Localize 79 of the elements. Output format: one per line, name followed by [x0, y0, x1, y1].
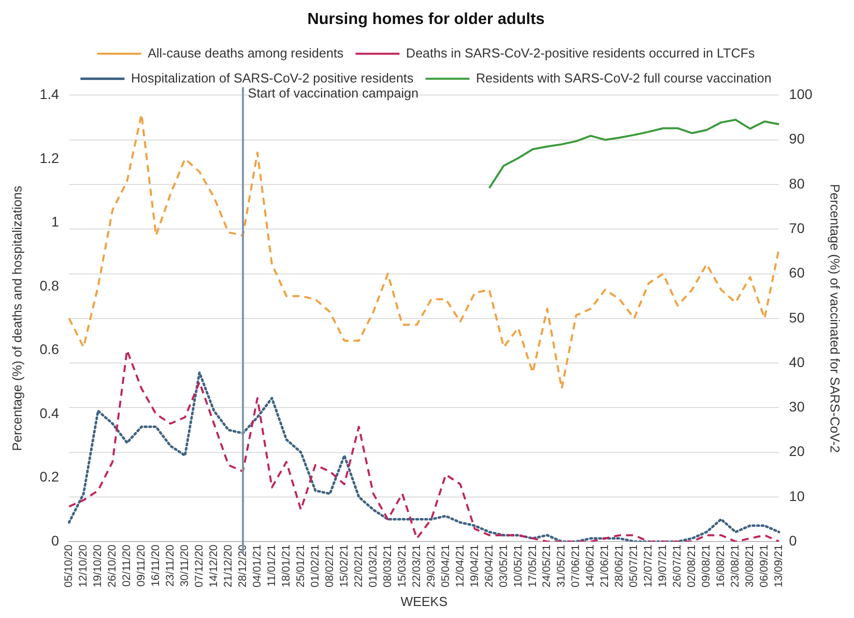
x-tick-label: 18/01/21: [280, 544, 292, 588]
x-tick-label: 04/01/21: [251, 544, 264, 588]
x-tick-label: 13/09/21: [773, 544, 786, 588]
ref-line-label: Start of vaccination campaign: [248, 85, 418, 100]
x-tick-label: 15/02/21: [338, 544, 350, 588]
y-axis-title: Percentage (%) of deaths and hospitalizations: [9, 185, 24, 451]
x-tick-label: 12/04/21: [454, 544, 466, 588]
x-tick-label: 19/10/20: [92, 544, 104, 588]
y2-tick-label: 0: [789, 532, 798, 548]
x-tick-label: 22/03/21: [410, 544, 423, 588]
legend-label: Residents with SARS-CoV-2 full course vaccination: [476, 70, 772, 86]
x-tick-label: 05/07/21: [628, 544, 640, 588]
x-tick-label: 29/03/21: [425, 544, 438, 588]
x-tick-label: 01/03/21: [367, 544, 380, 588]
y2-tick-label: 70: [789, 220, 805, 236]
x-tick-label: 02/11/20: [121, 544, 134, 587]
y2-tick-label: 40: [789, 354, 805, 370]
y2-tick-label: 20: [789, 443, 805, 460]
x-tick-label: 31/05/21: [556, 544, 568, 588]
x-tick-label: 09/08/21: [700, 544, 713, 588]
x-tick-label: 11/01/21: [266, 544, 278, 587]
x-tick-label: 25/01/21: [294, 544, 307, 588]
x-tick-label: 19/04/21: [468, 544, 481, 588]
legend-label: All-cause deaths among residents: [148, 45, 344, 60]
x-tick-label: 12/10/20: [78, 544, 90, 588]
x-tick-label: 21/06/21: [599, 544, 612, 588]
chart-title: Nursing homes for older adults: [307, 11, 545, 28]
x-tick-label: 16/11/20: [150, 544, 162, 587]
y-tick-label: 1: [51, 214, 60, 230]
x-tick-label: 26/10/20: [106, 544, 119, 588]
line-series: [68, 113, 780, 390]
x-tick-label: 28/06/21: [614, 544, 626, 588]
x-tick-label: 21/12/20: [222, 544, 234, 588]
x-tick-label: 19/07/21: [657, 544, 670, 588]
x-tick-label: 28/12/20: [236, 544, 249, 588]
x-tick-label: 24/05/21: [541, 544, 554, 588]
y-tick-label: 1.2: [40, 150, 60, 166]
y2-tick-label: 100: [789, 86, 813, 102]
y-tick-label: 0.8: [40, 277, 60, 294]
x-tick-label: 01/02/21: [309, 544, 322, 588]
y-tick-label: 0.4: [40, 404, 60, 421]
x-tick-label: 14/12/20: [208, 544, 220, 588]
y-tick-label: 1.4: [40, 86, 60, 102]
y2-tick-label: 30: [789, 398, 805, 415]
x-tick-label: 03/05/21: [498, 544, 510, 588]
x-tick-label: 30/08/21: [744, 544, 756, 588]
x-tick-label: 30/11/20: [179, 544, 192, 587]
x-tick-label: 17/05/21: [526, 544, 539, 588]
y-tick-label: 0.6: [40, 341, 60, 358]
x-tick-label: 08/02/21: [324, 544, 336, 588]
x-tick-label: 26/04/21: [483, 544, 496, 588]
x-tick-label: 16/08/21: [715, 544, 728, 588]
x-tick-label: 08/03/21: [382, 544, 394, 588]
y-tick-label: 0: [51, 532, 60, 548]
x-tick-label: 15/03/21: [396, 544, 408, 588]
x-tick-label: 07/12/20: [194, 544, 206, 588]
x-tick-label: 05/10/20: [63, 544, 76, 588]
x-tick-label: 22/02/21: [352, 544, 365, 588]
x-tick-label: 05/04/21: [440, 544, 452, 588]
x-tick-label: 26/07/21: [672, 544, 684, 588]
x-tick-label: 23/08/21: [730, 544, 742, 588]
y2-axis-title: Percentage (%) of vaccinated for SARS-CoV-2: [828, 184, 843, 453]
x-tick-label: 09/11/20: [136, 544, 148, 587]
y2-tick-label: 50: [789, 309, 805, 326]
y2-tick-label: 10: [789, 488, 805, 504]
x-tick-label: 02/08/21: [686, 544, 698, 588]
x-tick-label: 06/09/21: [758, 544, 771, 588]
legend-label: Deaths in SARS-CoV-2-positive residents occurred in LTCFs: [406, 45, 756, 60]
x-tick-label: 23/11/20: [164, 544, 177, 587]
y-tick-label: 0.2: [40, 468, 60, 485]
x-tick-label: 12/07/21: [642, 544, 655, 588]
y2-tick-label: 60: [789, 264, 805, 281]
x-axis-title: WEEKS: [400, 594, 448, 609]
y2-tick-label: 80: [789, 175, 805, 192]
legend-label: Hospitalization of SARS-CoV-2 positive residents: [130, 70, 414, 86]
y2-tick-label: 90: [789, 130, 805, 147]
x-tick-label: 07/06/21: [570, 544, 582, 588]
x-tick-label: 10/05/21: [512, 544, 524, 588]
x-tick-label: 14/06/21: [584, 544, 597, 588]
